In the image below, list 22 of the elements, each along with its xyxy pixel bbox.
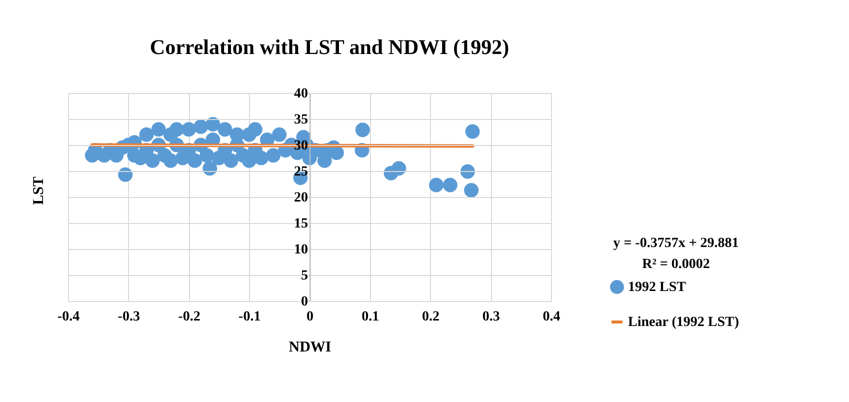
x-tick-label: -0.4 — [57, 310, 80, 324]
x-tick-label: 0.2 — [422, 310, 440, 324]
y-tick-label: 35 — [294, 112, 308, 128]
text: R² = 0.0002 — [642, 257, 710, 272]
y-tick-label: 15 — [294, 216, 308, 232]
y-tick-label: 20 — [294, 190, 308, 206]
x-tick-label: 0.4 — [542, 310, 560, 324]
y-axis-title: LST — [31, 176, 47, 205]
text: y = -0.3757x + 29.881 — [613, 236, 739, 251]
x-tick-label: -0.2 — [178, 310, 200, 324]
x-axis-title: NDWI — [288, 340, 332, 356]
y-tick-label: 10 — [294, 242, 308, 258]
y-tick-label: 5 — [301, 268, 308, 284]
x-tick-label: 0.1 — [362, 310, 380, 324]
legend-label: Linear (1992 LST) — [628, 315, 740, 330]
y-tick-label: 40 — [294, 86, 308, 102]
chart-title: Correlation with LST and NDWI (1992) — [150, 35, 510, 59]
legend-label: 1992 LST — [628, 280, 687, 295]
x-tick-label: -0.3 — [118, 310, 140, 324]
x-tick-label: -0.1 — [238, 310, 261, 324]
x-tick-label: 0.3 — [482, 310, 500, 324]
y-tick-label: 0 — [301, 294, 308, 310]
